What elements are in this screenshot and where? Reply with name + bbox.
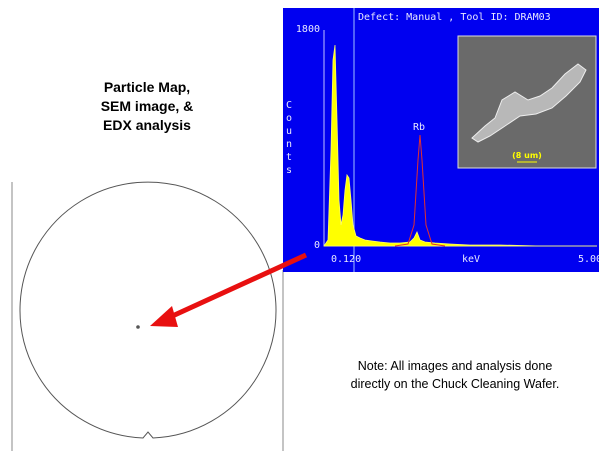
x-unit-label: keV [462,254,480,265]
wafer-outline [20,182,276,438]
note-line: Note: All images and analysis done [358,359,553,373]
x-end-label: 5.00 [578,254,599,265]
arrow-shaft [168,255,306,318]
sem-scale: (8 um) [512,151,542,160]
slide: Particle Map, SEM image, & EDX analysis … [0,0,599,451]
particle [136,325,140,329]
y-axis-label: Counts [284,100,295,178]
arrow-head [150,306,178,327]
y-bottom-label: 0 [314,240,320,251]
peak-label: Rb [413,122,425,133]
page: Particle Map, SEM image, & EDX analysis … [0,0,599,451]
edx-header: Defect: Manual , Tool ID: DRAM03 [358,12,551,23]
caption-line: Particle Map, [104,79,190,95]
y-top-label: 1800 [296,24,320,35]
caption-line: EDX analysis [103,117,191,133]
x-start-label: 0.120 [331,254,361,265]
caption-line: SEM image, & [101,98,194,114]
note-line: directly on the Chuck Cleaning Wafer. [351,377,560,391]
